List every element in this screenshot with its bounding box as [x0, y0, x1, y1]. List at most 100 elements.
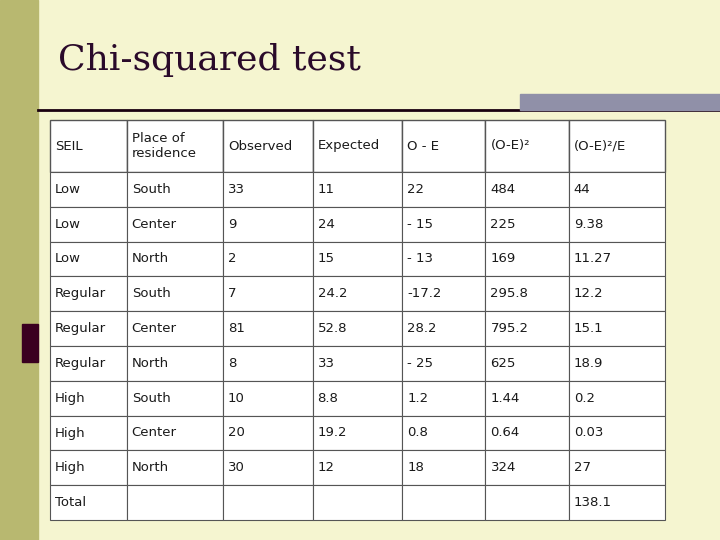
Text: 81: 81 [228, 322, 245, 335]
Text: Regular: Regular [55, 357, 106, 370]
Bar [127, 416, 223, 450]
Text: 19.2: 19.2 [318, 427, 347, 440]
Bar [402, 416, 485, 450]
Text: 0.8: 0.8 [408, 427, 428, 440]
Bar [485, 172, 569, 207]
Bar [485, 381, 569, 416]
Bar [569, 346, 665, 381]
Text: 33: 33 [318, 357, 335, 370]
Text: 44: 44 [574, 183, 590, 196]
Text: Regular: Regular [55, 322, 106, 335]
Bar [312, 276, 402, 311]
Text: 22: 22 [408, 183, 424, 196]
Bar [127, 311, 223, 346]
Bar [223, 381, 312, 416]
Bar [485, 276, 569, 311]
Text: 28.2: 28.2 [408, 322, 437, 335]
Bar [223, 485, 312, 520]
Bar [569, 450, 665, 485]
Text: Center: Center [132, 427, 176, 440]
Text: 7: 7 [228, 287, 236, 300]
Bar [402, 346, 485, 381]
Text: Total: Total [55, 496, 86, 509]
Bar [127, 276, 223, 311]
Bar [223, 416, 312, 450]
Text: - 13: - 13 [408, 253, 433, 266]
Bar [569, 241, 665, 276]
Bar [127, 120, 223, 172]
Text: 20: 20 [228, 427, 245, 440]
Text: Observed: Observed [228, 139, 292, 152]
Bar [127, 241, 223, 276]
Bar [485, 241, 569, 276]
Text: Regular: Regular [55, 287, 106, 300]
Text: North: North [132, 253, 168, 266]
Text: South: South [132, 183, 171, 196]
Text: 484: 484 [490, 183, 516, 196]
Bar [569, 276, 665, 311]
Bar [312, 120, 402, 172]
Text: 27: 27 [574, 461, 590, 474]
Text: 8: 8 [228, 357, 236, 370]
Bar [312, 172, 402, 207]
Text: 18.9: 18.9 [574, 357, 603, 370]
Bar [127, 381, 223, 416]
Text: 33: 33 [228, 183, 245, 196]
Bar [569, 172, 665, 207]
Bar [485, 207, 569, 241]
Bar [223, 450, 312, 485]
Text: 1.44: 1.44 [490, 392, 520, 404]
Text: 225: 225 [490, 218, 516, 231]
Bar [223, 207, 312, 241]
Text: 12.2: 12.2 [574, 287, 603, 300]
Bar [402, 120, 485, 172]
Bar [402, 450, 485, 485]
Bar [402, 207, 485, 241]
Text: -17.2: -17.2 [408, 287, 441, 300]
Text: High: High [55, 392, 86, 404]
Text: 52.8: 52.8 [318, 322, 347, 335]
Text: 12: 12 [318, 461, 335, 474]
Text: North: North [132, 357, 168, 370]
Text: 24.2: 24.2 [318, 287, 347, 300]
Text: - 25: - 25 [408, 357, 433, 370]
Bar [312, 450, 402, 485]
Bar [50, 485, 127, 520]
Bar [50, 346, 127, 381]
Bar [22, 324, 38, 362]
Text: South: South [132, 392, 171, 404]
Text: South: South [132, 287, 171, 300]
Text: 15: 15 [318, 253, 335, 266]
Text: (O-E)²/E: (O-E)²/E [574, 139, 626, 152]
Bar [127, 450, 223, 485]
Text: 0.2: 0.2 [574, 392, 595, 404]
Text: Expected: Expected [318, 139, 380, 152]
Text: 24: 24 [318, 218, 335, 231]
Text: High: High [55, 427, 86, 440]
Text: 795.2: 795.2 [490, 322, 528, 335]
Bar [312, 241, 402, 276]
Text: Low: Low [55, 218, 81, 231]
Bar [312, 311, 402, 346]
Text: 18: 18 [408, 461, 424, 474]
Text: 0.03: 0.03 [574, 427, 603, 440]
Text: Place of
residence: Place of residence [132, 132, 197, 160]
Text: SEIL: SEIL [55, 139, 83, 152]
Bar [127, 485, 223, 520]
Bar [223, 276, 312, 311]
Text: 9.38: 9.38 [574, 218, 603, 231]
Bar [569, 311, 665, 346]
Text: 138.1: 138.1 [574, 496, 612, 509]
Text: 15.1: 15.1 [574, 322, 603, 335]
Bar [402, 276, 485, 311]
Text: 8.8: 8.8 [318, 392, 338, 404]
Bar [50, 241, 127, 276]
Text: High: High [55, 461, 86, 474]
Text: Center: Center [132, 322, 176, 335]
Text: 0.64: 0.64 [490, 427, 520, 440]
Text: Low: Low [55, 183, 81, 196]
Bar [223, 241, 312, 276]
Bar [223, 120, 312, 172]
Bar [402, 381, 485, 416]
Text: Chi-squared test: Chi-squared test [58, 43, 361, 77]
